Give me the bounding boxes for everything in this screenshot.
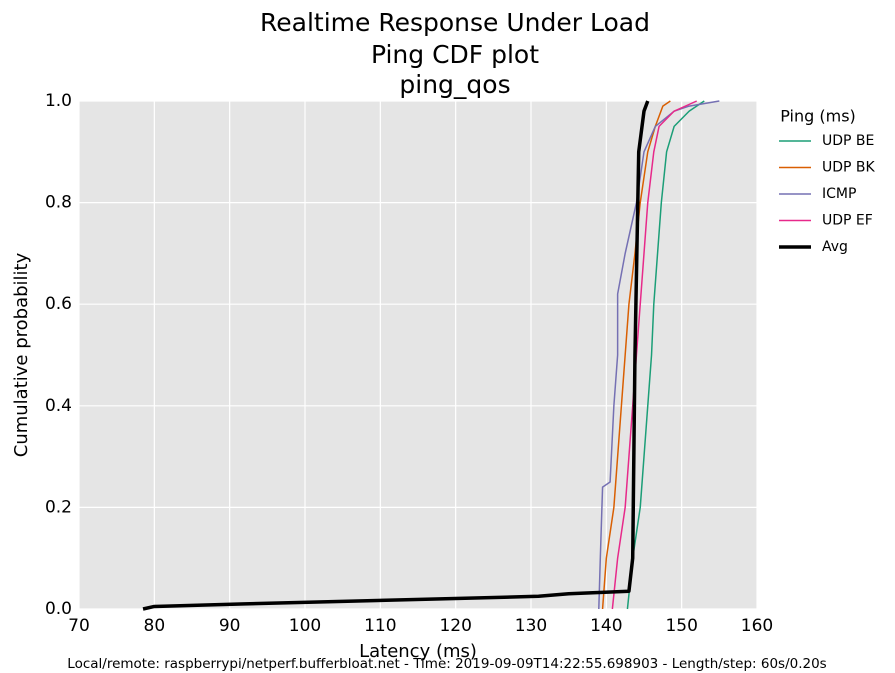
x-tick-label: 90 (219, 616, 241, 636)
x-tick-label: 70 (68, 616, 90, 636)
y-tick-label: 0.4 (45, 396, 72, 416)
series-line (142, 100, 650, 611)
series-line (611, 100, 698, 610)
y-tick-label: 0.8 (45, 193, 72, 213)
series-line (626, 100, 705, 610)
plot-area (79, 101, 757, 609)
test-name: ping_qos (399, 70, 510, 99)
y-tick-label: 0.0 (45, 599, 72, 619)
x-axis-label: Latency (ms) (359, 641, 477, 662)
x-tick-label: 160 (741, 616, 773, 636)
y-tick-label: 0.2 (45, 497, 72, 517)
x-tick-label: 80 (144, 616, 166, 636)
chart-title: Realtime Response Under Load (260, 8, 650, 37)
x-tick-label: 110 (364, 616, 396, 636)
legend-label: UDP BE (822, 133, 874, 149)
legend-label: UDP BK (822, 160, 876, 176)
x-tick-label: 140 (590, 616, 622, 636)
y-tick-label: 0.6 (45, 294, 72, 314)
y-axis-label: Cumulative probability (11, 252, 32, 457)
legend-label: ICMP (822, 186, 856, 202)
x-tick-label: 120 (439, 616, 471, 636)
x-tick-label: 150 (665, 616, 697, 636)
x-tick-label: 100 (289, 616, 321, 636)
legend-label: Avg (822, 239, 848, 255)
legend-label: UDP EF (822, 213, 873, 229)
footer: Local/remote: raspberrypi/netperf.buffer… (67, 656, 826, 672)
y-tick-label: 1.0 (45, 91, 72, 111)
legend-title: Ping (ms) (780, 107, 856, 126)
x-tick-label: 130 (515, 616, 547, 636)
chart-subtitle: Ping CDF plot (371, 40, 539, 69)
